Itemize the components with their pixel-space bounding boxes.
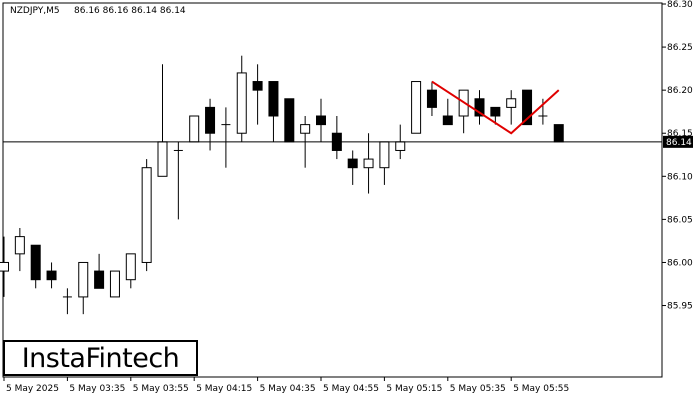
candle-body-bullish [157,141,168,177]
ohlc-values: 86.16 86.16 86.14 86.14 [74,6,186,16]
candle [363,133,374,194]
y-tick-label: 86.05 [667,215,693,225]
candle-body-bearish [522,89,533,126]
x-tick-label: 5 May 04:35 [260,384,316,394]
candle [236,55,247,142]
candle [62,288,72,315]
current-price-label: 86.14 [666,138,692,148]
candle [442,98,453,126]
candle [316,98,326,142]
candle-body-bullish [78,261,89,298]
symbol-label: NZDJPY,M5 [10,6,60,16]
y-tick-label: 86.00 [667,258,693,268]
candle [553,124,564,143]
candle [94,253,105,289]
candle-body-bearish [205,106,216,134]
candle-body-bearish [30,244,41,281]
x-tick-label: 5 May 03:55 [133,384,189,394]
candle-body-bearish [316,115,326,126]
x-tick-label: 5 May 04:55 [323,384,379,394]
candle-body-bullish [125,253,136,281]
candle-body-bearish [426,89,437,108]
candle-body-bearish [252,81,263,91]
candle [221,107,231,168]
candle [109,270,120,298]
candle-body-bearish [442,115,453,126]
candle [173,141,183,220]
candle-body-bullish [379,141,390,169]
candle-body-bullish [395,141,406,151]
candle [411,81,422,134]
candle-body-bearish [553,124,564,143]
candle [474,90,485,125]
candle-body-bearish [268,81,279,117]
axis-layer: 86.30 86.25 86.20 86.15 86.10 86.05 86.00 85.95… [3,0,693,394]
x-tick-label: 5 May 03:35 [69,384,125,394]
candle [0,236,9,297]
candle-body-bullish [141,167,152,263]
candle [189,115,200,143]
candle-body-bearish [46,270,57,281]
candle [284,98,295,143]
candle-body-bearish [490,106,501,117]
candle [46,262,57,289]
candle [538,98,548,125]
x-tick-label: 5 May 05:35 [450,384,506,394]
candle-body-bearish [284,98,295,143]
current-price-tag [663,135,693,148]
candle-body-bullish [14,236,25,255]
candle-body-bullish [236,72,247,134]
double-top-pattern-line [431,80,560,135]
y-tick-label: 85.95 [667,302,693,312]
candle [30,244,41,289]
x-tick-label: 5 May 05:55 [513,384,569,394]
candle [141,159,152,272]
x-tick-label: 5 May 2025 [6,384,59,394]
candle-body-bearish [474,98,485,117]
x-tick-label: 5 May 05:15 [386,384,442,394]
candle-body-bullish [300,124,311,134]
candle [252,64,263,125]
candle-body-bullish [411,81,422,134]
candle-body-bearish [347,158,358,169]
candle-body-bullish [506,98,517,108]
candle [14,228,25,272]
y-tick-label: 86.25 [667,43,693,53]
y-tick-label: 86.15 [667,129,693,139]
instafintech-logo: InstaFintech [3,340,198,376]
y-tick-label: 86.20 [667,86,693,96]
candle [347,150,358,185]
y-tick-label: 86.10 [667,172,693,182]
candle-body-bullish [363,158,374,169]
logo-text: InstaFintech [21,342,180,374]
overlay-layer: 86.14 [3,80,693,148]
candle-body-bullish [189,115,200,143]
candle [506,90,517,125]
candle-body-bearish [94,270,105,289]
x-tick-label: 5 May 04:15 [196,384,252,394]
candle [78,261,89,315]
candle-body-bullish [0,261,9,272]
candle [426,81,437,116]
y-tick-label: 86.30 [667,0,693,10]
candle-body-bullish [109,270,120,298]
candle [125,253,136,289]
candle [268,81,279,142]
plot-frame [2,2,663,378]
